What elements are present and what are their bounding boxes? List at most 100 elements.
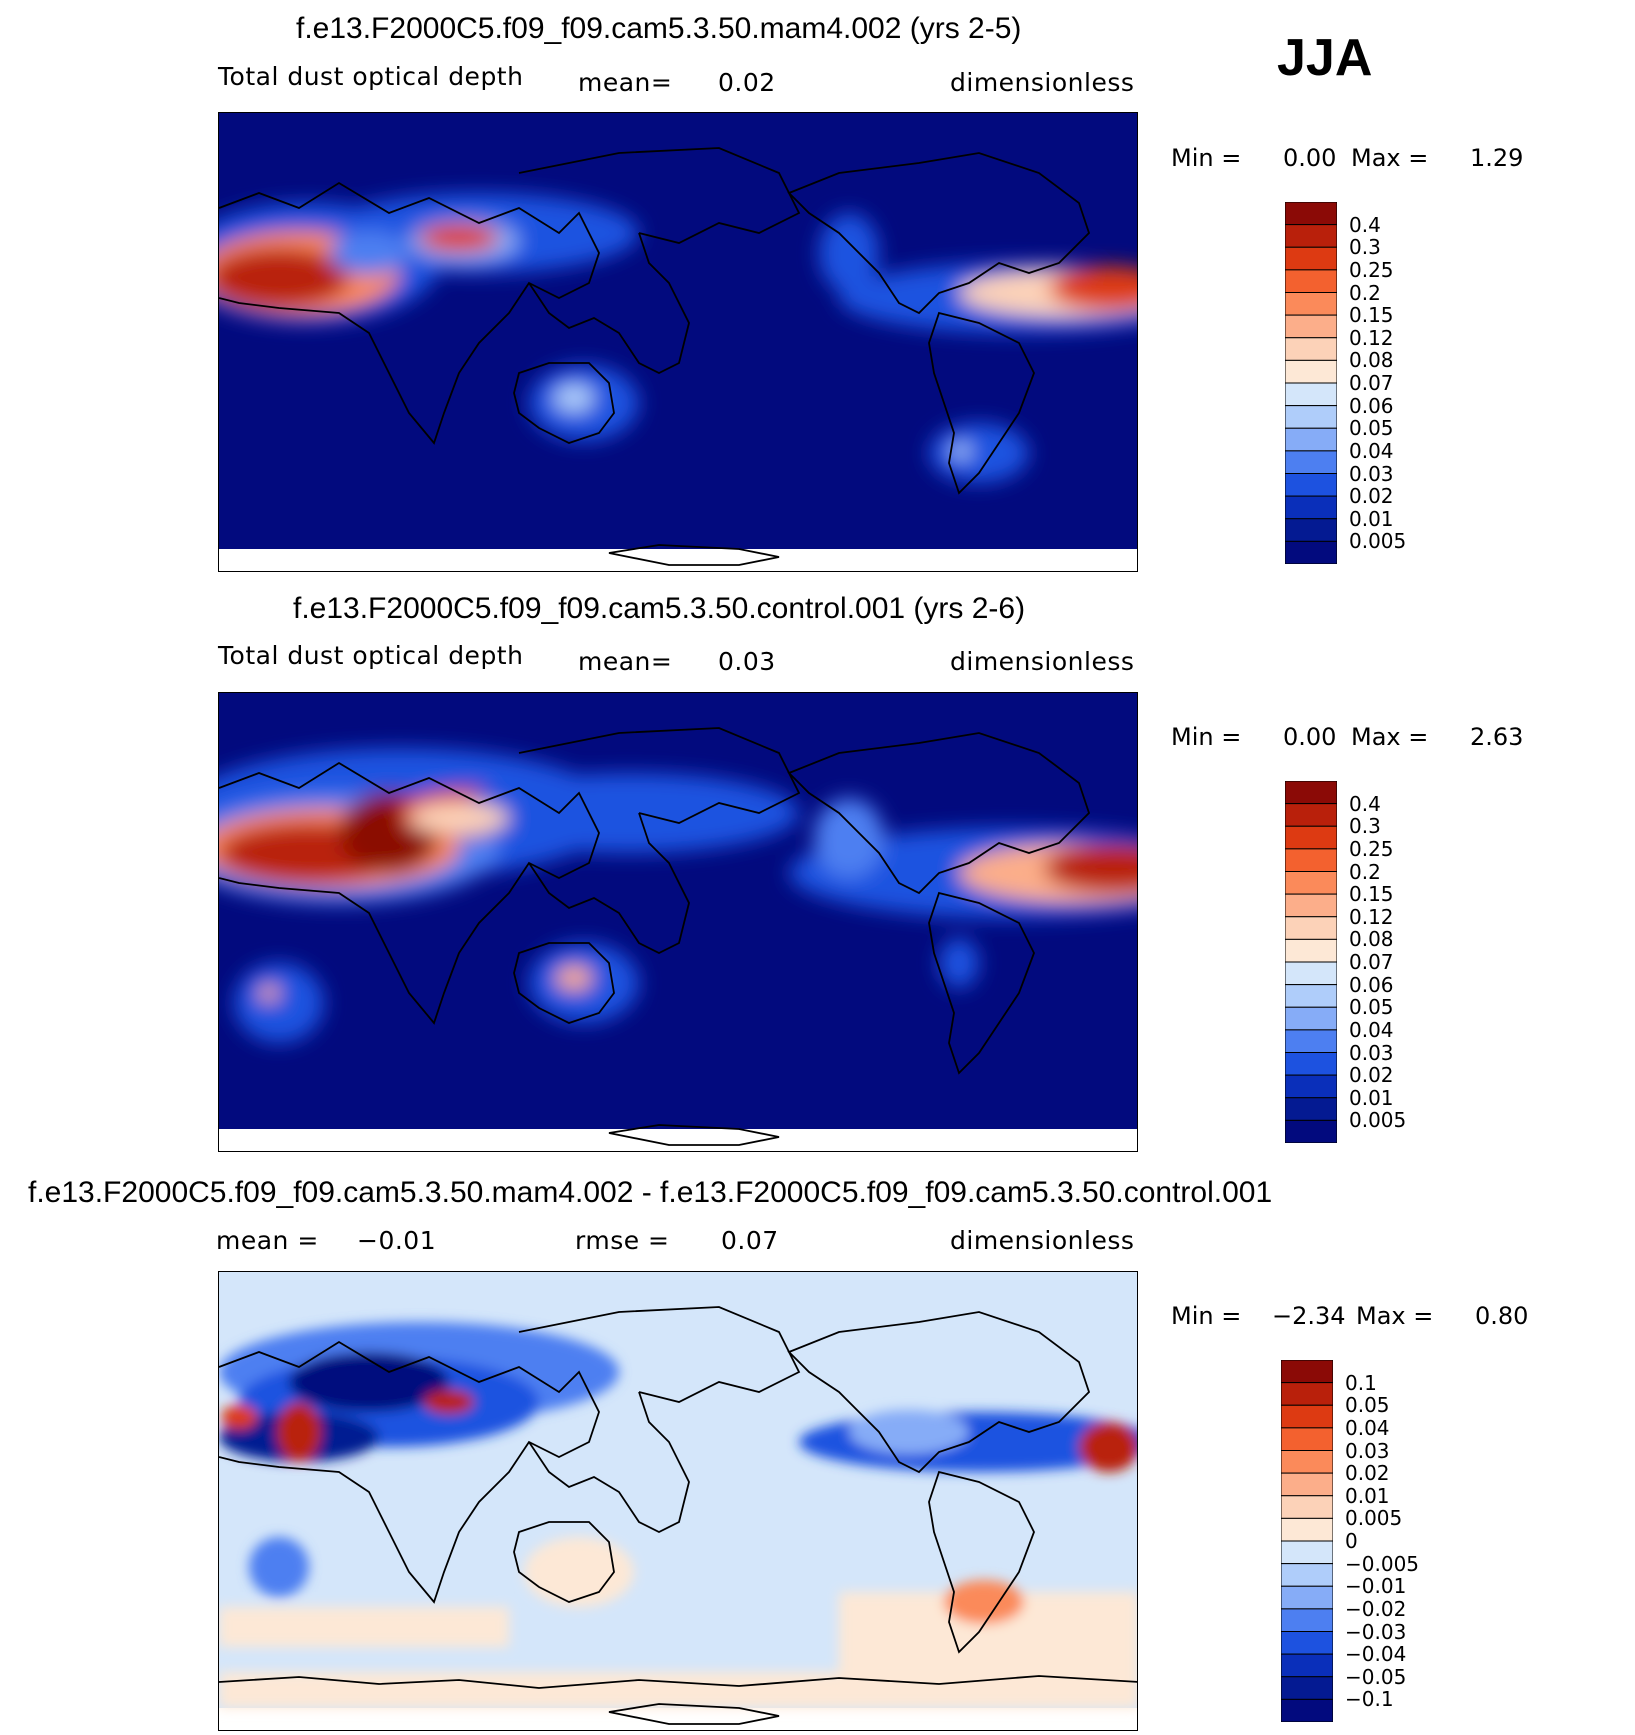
panel-1-title: f.e13.F2000C5.f09_f09.cam5.3.50.mam4.002…	[296, 12, 1022, 45]
colorbar-swatch	[1284, 473, 1338, 497]
season-label: JJA	[1277, 29, 1373, 87]
panel-2-map	[218, 692, 1138, 1152]
panel-1-map	[218, 112, 1138, 572]
panel-2-title: f.e13.F2000C5.f09_f09.cam5.3.50.control.…	[293, 592, 1026, 625]
colorbar-swatch	[1284, 825, 1338, 850]
panel-1-units: dimensionless	[950, 68, 1135, 97]
panel-3-map-svg	[219, 1272, 1137, 1730]
colorbar-swatch	[1284, 871, 1338, 895]
colorbar-swatch	[1280, 1450, 1334, 1474]
colorbar-swatch	[1284, 337, 1338, 361]
colorbar-swatch	[1280, 1495, 1334, 1519]
panel-2-variable: Total dust optical depth	[218, 641, 524, 670]
panel-3-colorbar: 0.1 0.05 0.04 0.03 0.02 0.01 0.005 0 −0.005 −0.01…	[1280, 1359, 1419, 1723]
colorbar-swatch	[1284, 803, 1338, 827]
panel-1-map-svg	[219, 113, 1137, 571]
colorbar-tick-label: 0	[1345, 1529, 1358, 1553]
panel-1-max-value: 1.29	[1470, 144, 1524, 172]
colorbar-swatch	[1280, 1676, 1334, 1700]
colorbar-tick-label: 0.3	[1349, 235, 1381, 260]
colorbar-tick-label: 0.04	[1349, 1017, 1394, 1042]
panel-3-mean-value: −0.01	[357, 1226, 437, 1255]
colorbar-swatch	[1284, 938, 1338, 963]
panel-3-mean-label: mean =	[216, 1226, 319, 1255]
colorbar-tick-label: 0.005	[1349, 529, 1407, 554]
colorbar-swatches	[1284, 780, 1338, 1144]
colorbar-swatch	[1284, 780, 1338, 805]
colorbar-tick-label: −0.02	[1345, 1596, 1407, 1621]
panel-1-variable: Total dust optical depth	[218, 62, 524, 91]
colorbar-swatch	[1284, 1097, 1338, 1121]
colorbar-swatch	[1284, 495, 1338, 520]
colorbar-swatch	[1280, 1540, 1334, 1565]
colorbar-swatch	[1280, 1382, 1334, 1406]
colorbar-swatch	[1280, 1608, 1334, 1632]
panel-1-mean-value: 0.02	[718, 68, 776, 97]
panel-2-units: dimensionless	[950, 647, 1135, 676]
colorbar-tick-label: 0.06	[1349, 972, 1394, 997]
colorbar-tick-label: 0.07	[1349, 371, 1394, 395]
panel-2-min-label: Min =	[1171, 723, 1242, 751]
colorbar-swatch	[1284, 314, 1338, 339]
colorbar-swatch	[1284, 961, 1338, 986]
panel-1-min-label: Min =	[1171, 144, 1242, 172]
colorbar-swatch	[1284, 1052, 1338, 1076]
colorbar-tick-label: 0.25	[1349, 836, 1394, 861]
colorbar-swatch	[1284, 1074, 1338, 1099]
colorbar-tick-label: 0.03	[1345, 1438, 1390, 1463]
colorbar-tick-label: 0.08	[1349, 348, 1394, 373]
colorbar-tick-label: 0.4	[1349, 791, 1381, 816]
colorbar-tick-label: 0.3	[1349, 814, 1381, 839]
panel-3-min-value: −2.34	[1272, 1302, 1346, 1330]
panel-3-diff-field	[219, 1322, 1137, 1708]
colorbar-swatch	[1280, 1517, 1334, 1542]
colorbar-swatch	[1284, 201, 1338, 226]
colorbar-tick-label: 0.03	[1349, 1040, 1394, 1065]
colorbar-swatch	[1280, 1427, 1334, 1451]
colorbar-tick-label: 0.005	[1345, 1506, 1403, 1531]
colorbar-tick-label: 0.03	[1349, 461, 1394, 486]
panel-2-max-value: 2.63	[1470, 723, 1524, 751]
colorbar-swatch	[1280, 1653, 1334, 1678]
colorbar-swatch	[1284, 916, 1338, 940]
colorbar-tick-label: −0.005	[1345, 1551, 1420, 1576]
colorbar-tick-label: 0.05	[1345, 1393, 1390, 1418]
colorbar-swatch	[1284, 540, 1338, 565]
panel-2-colorbar: 0.4 0.3 0.25 0.2 0.15 0.12 0.08 0.07 0.06 0.05 0.0…	[1284, 780, 1406, 1144]
colorbar-swatch	[1284, 246, 1338, 271]
colorbar-tick-label: 0.005	[1349, 1108, 1407, 1133]
panel-2-map-svg	[219, 693, 1137, 1151]
colorbar-swatches	[1284, 201, 1338, 565]
panel-2-coastlines	[219, 727, 1091, 1146]
colorbar-swatch	[1284, 893, 1338, 918]
colorbar-swatch	[1284, 984, 1338, 1008]
panel-2-dust-field	[219, 748, 1137, 1043]
colorbar-tick-label: 0.4	[1349, 212, 1381, 237]
panel-3-title: f.e13.F2000C5.f09_f09.cam5.3.50.mam4.002…	[28, 1176, 1273, 1209]
panel-1-dust-field	[219, 193, 1137, 483]
colorbar-swatch	[1284, 450, 1338, 474]
colorbar-swatch	[1284, 359, 1338, 384]
colorbar-tick-label: 0.01	[1345, 1483, 1390, 1508]
colorbar-swatch	[1284, 292, 1338, 316]
colorbar-tick-label: 0.01	[1349, 1085, 1394, 1110]
colorbar-swatches	[1280, 1359, 1334, 1723]
colorbar-tick-label: −0.04	[1345, 1642, 1407, 1667]
colorbar-tick-label: 0.15	[1349, 303, 1394, 328]
colorbar-tick-label: 0.2	[1349, 280, 1381, 305]
colorbar-swatch	[1284, 382, 1338, 407]
panel-1-min-value: 0.00	[1283, 144, 1337, 172]
colorbar-tick-label: −0.05	[1345, 1664, 1407, 1689]
colorbar-tick-label: 0.07	[1349, 950, 1394, 974]
panel-3-rmse-value: 0.07	[721, 1226, 779, 1255]
colorbar-swatch	[1280, 1563, 1334, 1587]
colorbar-swatch	[1284, 518, 1338, 542]
colorbar-swatch	[1280, 1359, 1334, 1384]
colorbar-swatch	[1284, 1006, 1338, 1031]
colorbar-tick-label: 0.12	[1349, 904, 1394, 929]
colorbar-swatch	[1284, 269, 1338, 293]
colorbar-swatch	[1280, 1472, 1334, 1497]
panel-3-min-label: Min =	[1171, 1302, 1242, 1330]
colorbar-tick-label: 0.02	[1349, 1063, 1394, 1088]
colorbar-tick-label: 0.02	[1345, 1461, 1390, 1486]
